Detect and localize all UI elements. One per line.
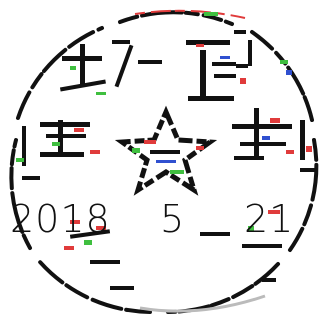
seal-text-top <box>59 30 252 101</box>
star-icon <box>114 105 218 196</box>
seal-text-bottom <box>69 229 282 290</box>
seal-text-left <box>22 120 90 180</box>
date-month: 5 <box>160 197 185 241</box>
scan-noise-left <box>16 128 100 162</box>
star-noise <box>132 140 204 174</box>
seal-text-right <box>232 108 316 172</box>
scan-noise-right <box>262 118 312 154</box>
date-year: 2018 <box>10 197 111 241</box>
scan-noise-bottom <box>64 210 280 250</box>
date-day: 21 <box>244 197 295 241</box>
seal-date: 2018 5 21 <box>0 196 327 242</box>
seal-ring <box>9 10 319 314</box>
scan-noise-top <box>70 12 292 95</box>
